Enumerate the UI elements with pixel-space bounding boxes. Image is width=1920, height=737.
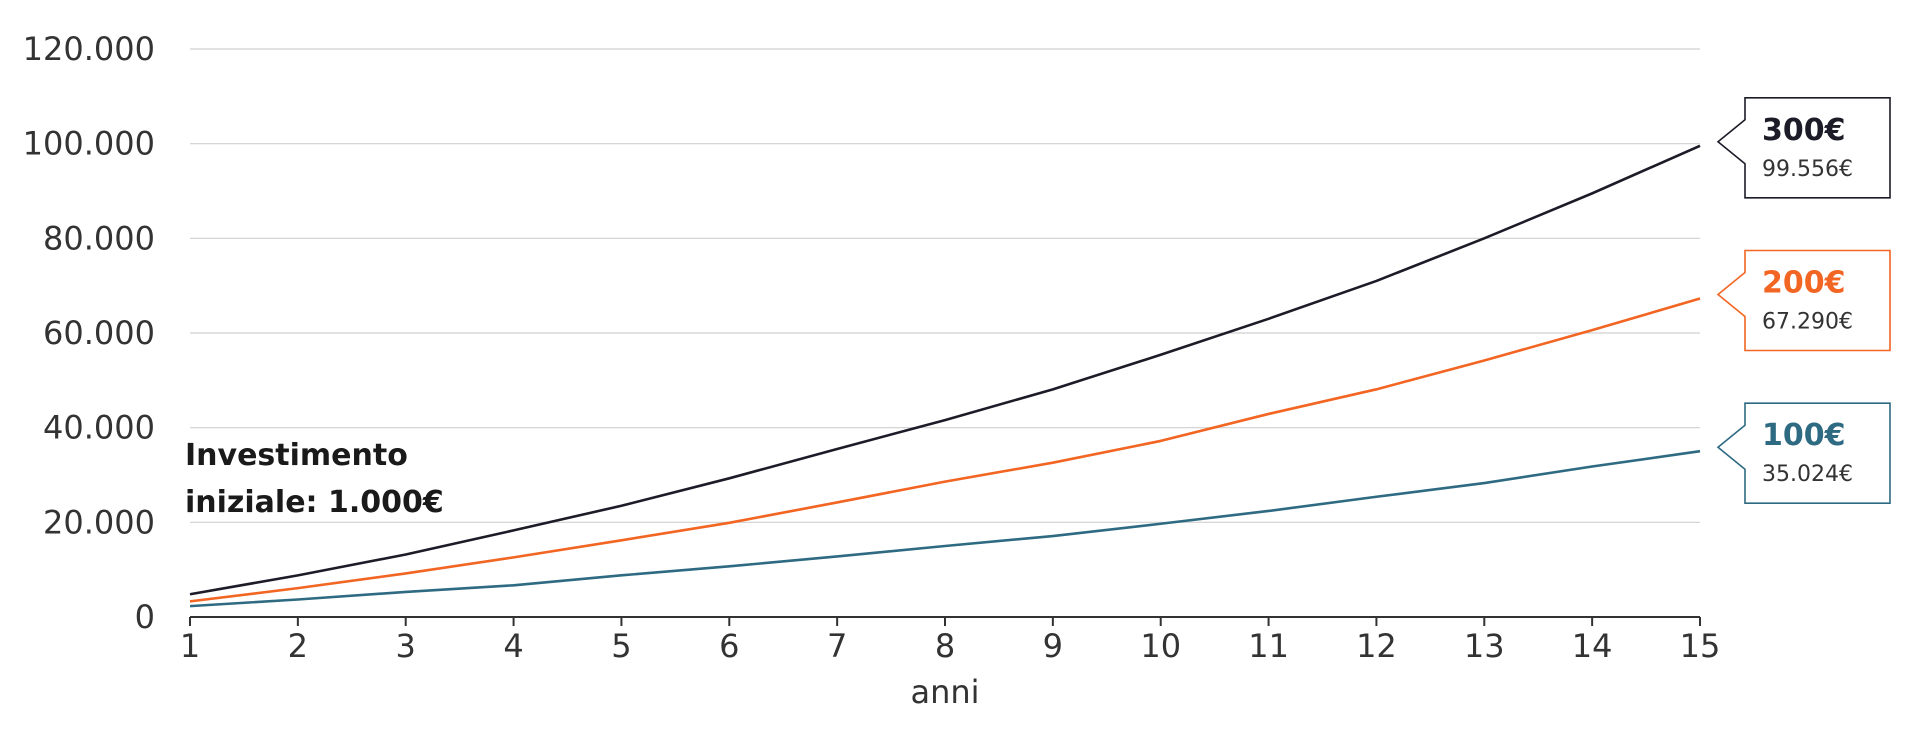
x-tick-label: 13: [1464, 627, 1505, 665]
series-line: [189, 449, 1701, 608]
y-tick-label: 100.000: [23, 125, 155, 163]
y-tick-label: 120.000: [23, 30, 155, 68]
x-tick-label: 1: [180, 627, 200, 665]
x-tick-label: 14: [1572, 627, 1613, 665]
callout-box: [1716, 249, 1891, 352]
x-tick-label: 3: [396, 627, 416, 665]
x-tick-label: 12: [1356, 627, 1397, 665]
annotation-line-1: Investimento: [185, 438, 408, 473]
series-line: [189, 144, 1701, 596]
y-tick-label: 80.000: [43, 219, 155, 257]
x-tick-label: 9: [1043, 627, 1063, 665]
series-end-value-label: 99.556€: [1762, 157, 1853, 182]
x-tick-label: 5: [611, 627, 631, 665]
x-tick-label: 11: [1248, 627, 1289, 665]
series-lines: [189, 144, 1701, 608]
x-tick-label: 6: [719, 627, 739, 665]
x-tick-label: 8: [935, 627, 955, 665]
series-line: [189, 297, 1701, 603]
grid: [190, 48, 1700, 523]
series-callouts: 300€ 99.556€ 200€ 67.290€ 100€ 35.024€: [1716, 96, 1891, 505]
callout-box: [1716, 402, 1891, 505]
y-axis-ticks: 0 20.000 40.000 60.000 80.000 100.000 120.000: [23, 30, 155, 636]
y-tick-label: 60.000: [43, 314, 155, 352]
x-tick-label: 4: [503, 627, 523, 665]
series-end-value-label: 35.024€: [1762, 462, 1853, 487]
y-tick-label: 0: [135, 598, 155, 636]
series-callout: 200€ 67.290€: [1716, 249, 1891, 352]
x-axis-label: anni: [910, 673, 979, 711]
annotation-line-2: iniziale: 1.000€: [185, 485, 444, 520]
x-tick-label: 10: [1140, 627, 1181, 665]
series-callout: 100€ 35.024€: [1716, 402, 1891, 505]
series-name-label: 300€: [1762, 113, 1846, 148]
x-tick-label: 7: [827, 627, 847, 665]
x-tick-label: 15: [1680, 627, 1721, 665]
x-axis-ticks: 1 2 3 4 5 6 7 8 9 10 11 12 13 14 15: [180, 617, 1721, 665]
y-tick-label: 40.000: [43, 409, 155, 447]
x-tick-label: 2: [288, 627, 308, 665]
series-callout: 300€ 99.556€: [1716, 96, 1891, 199]
series-end-value-label: 67.290€: [1762, 309, 1853, 334]
series-name-label: 200€: [1762, 265, 1846, 300]
y-tick-label: 20.000: [43, 503, 155, 541]
series-name-label: 100€: [1762, 418, 1846, 453]
callout-box: [1716, 96, 1891, 199]
